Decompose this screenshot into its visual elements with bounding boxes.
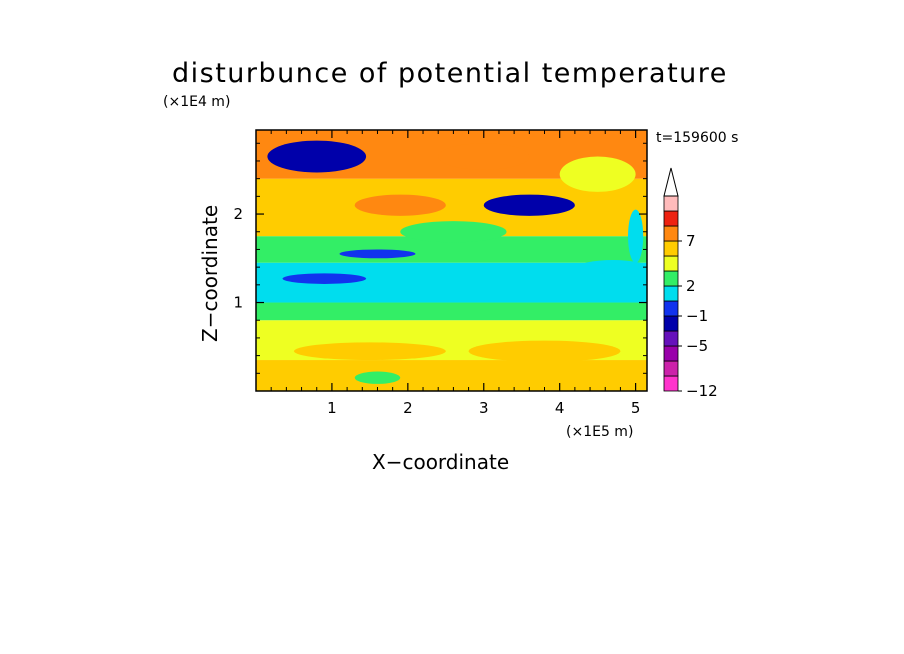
x-tick-label: 5 bbox=[631, 399, 641, 417]
plot-area bbox=[256, 130, 647, 391]
heatmap-feature-6 bbox=[559, 156, 636, 192]
heatmap-feature-13 bbox=[628, 209, 644, 263]
heatmap-feature-8 bbox=[293, 342, 446, 361]
colorbar: 7 2 −1 −5 −12 bbox=[663, 167, 718, 400]
x-tick-label: 1 bbox=[327, 399, 337, 417]
colorbar-swatch bbox=[663, 195, 679, 212]
colorbar-label: −12 bbox=[686, 382, 718, 400]
colorbar-label: 7 bbox=[686, 232, 696, 250]
heatmap-band-0 bbox=[256, 360, 647, 391]
heatmap-feature-1 bbox=[483, 194, 575, 216]
x-tick-label: 3 bbox=[479, 399, 489, 417]
colorbar-swatch bbox=[663, 285, 679, 302]
heatmap-feature-9 bbox=[468, 340, 621, 362]
heatmap-feature-2 bbox=[282, 273, 367, 284]
heatmap-feature-7 bbox=[400, 221, 507, 243]
colorbar-swatch bbox=[663, 315, 679, 332]
heatmap-feature-12 bbox=[256, 189, 317, 204]
colorbar-swatch bbox=[663, 330, 679, 347]
plot-frame bbox=[255, 129, 648, 392]
chart-title: disturbunce of potential temperature bbox=[172, 58, 728, 89]
colorbar-swatch bbox=[663, 360, 679, 377]
y-axis-unit: (×1E4 m) bbox=[163, 94, 231, 110]
colorbar-swatch bbox=[663, 210, 679, 227]
time-annotation: t=159600 s bbox=[656, 130, 739, 146]
colorbar-label: −5 bbox=[686, 337, 708, 355]
colorbar-label: 2 bbox=[686, 277, 696, 295]
heatmap-feature-3 bbox=[339, 249, 416, 259]
colorbar-swatch bbox=[663, 255, 679, 272]
colorbar-swatch bbox=[663, 375, 679, 392]
heatmap-feature-0 bbox=[267, 140, 367, 173]
colorbar-swatch bbox=[663, 300, 679, 317]
heatmap-band-2 bbox=[256, 302, 647, 321]
x-tick-label: 4 bbox=[555, 399, 565, 417]
heatmap-feature-4 bbox=[354, 194, 446, 216]
heatmap-feature-5 bbox=[438, 143, 530, 170]
x-tick-label: 2 bbox=[403, 399, 413, 417]
colorbar-label: −1 bbox=[686, 307, 708, 325]
x-axis-unit: (×1E5 m) bbox=[566, 424, 634, 440]
colorbar-swatch bbox=[663, 240, 679, 257]
y-tick-label: 2 bbox=[233, 205, 243, 223]
colorbar-swatch bbox=[663, 345, 679, 362]
heatmap-feature-11 bbox=[578, 260, 647, 275]
colorbar-swatch bbox=[663, 270, 679, 287]
axes: 1 2 3 4 5 1 2 bbox=[233, 130, 647, 417]
heatmap-feature-10 bbox=[354, 371, 401, 384]
x-axis-label: X−coordinate bbox=[372, 450, 510, 474]
colorbar-swatch bbox=[663, 225, 679, 242]
colorbar-extend-arrow bbox=[663, 167, 679, 197]
y-tick-label: 1 bbox=[233, 294, 243, 312]
